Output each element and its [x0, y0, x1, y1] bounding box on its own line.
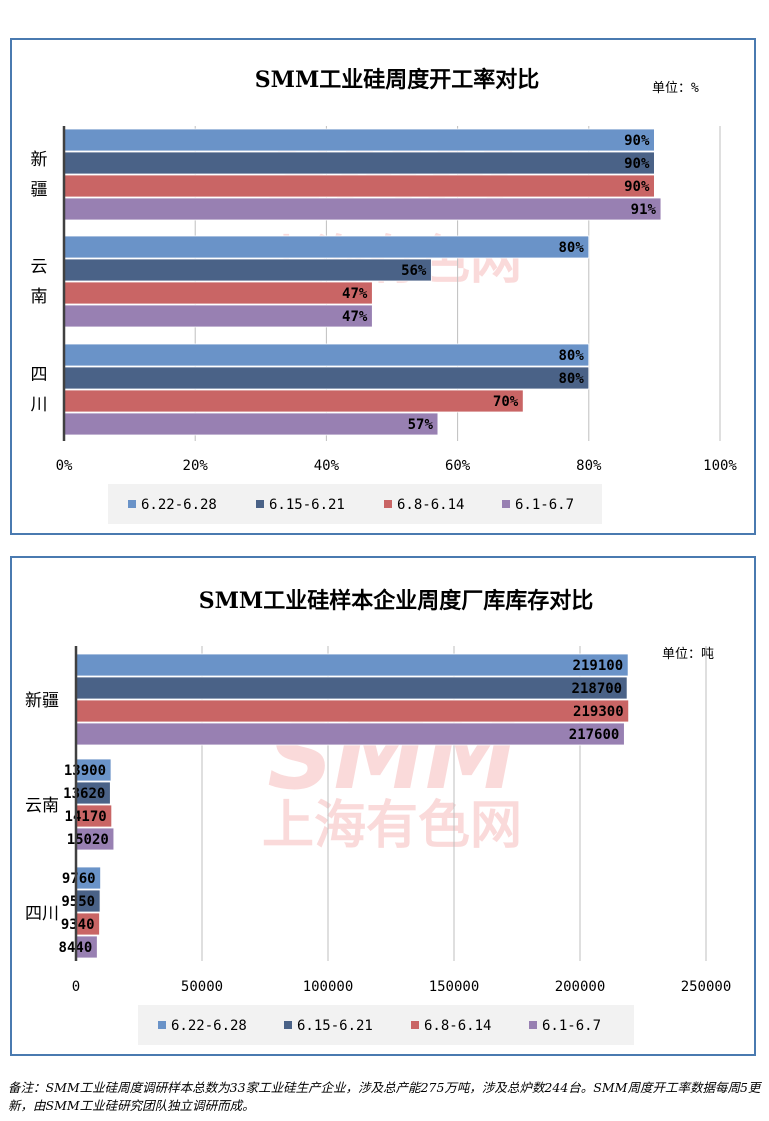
inventory-chart: SMM上海有色网SMM工业硅样本企业周度厂库库存对比单位：吨2191002187…: [25, 588, 732, 1045]
data-label: 90%: [624, 133, 650, 149]
legend-label: 6.22-6.28: [141, 497, 217, 513]
data-label: 57%: [408, 417, 434, 433]
bar-util-2-2: [63, 389, 524, 413]
bar-util-1-1: [63, 258, 432, 282]
data-label: 13620: [63, 786, 105, 802]
x-tick-label: 50000: [181, 979, 223, 995]
data-label: 91%: [631, 202, 657, 218]
data-label: 9340: [61, 917, 95, 933]
data-label: 80%: [559, 240, 585, 256]
x-tick-label: 100%: [703, 458, 737, 474]
bar-util-0-1: [63, 151, 655, 175]
legend-swatch: [284, 1021, 292, 1029]
utilization-chart-panel: SMM上海有色网SMM工业硅周度开工率对比单位：%90%90%90%91%新疆8…: [10, 38, 756, 535]
bar-util-2-3: [63, 412, 439, 436]
data-label: 9760: [62, 871, 96, 887]
category-label: 云南: [25, 796, 59, 816]
x-tick-label: 60%: [445, 458, 471, 474]
category-label: 四川: [25, 904, 59, 924]
legend-swatch: [256, 500, 264, 508]
data-label: 219100: [573, 658, 624, 674]
bar-inv-0-3: [75, 722, 625, 746]
legend-swatch: [411, 1021, 419, 1029]
x-tick-label: 20%: [183, 458, 209, 474]
legend-swatch: [529, 1021, 537, 1029]
legend-label: 6.8-6.14: [397, 497, 464, 513]
data-label: 80%: [559, 348, 585, 364]
bar-util-2-1: [63, 366, 590, 390]
legend-label: 6.8-6.14: [424, 1018, 491, 1034]
bar-util-1-3: [63, 304, 373, 328]
legend-label: 6.22-6.28: [171, 1018, 247, 1034]
legend-box: [138, 1005, 634, 1045]
footnote: 备注：SMM工业硅周度调研样本总数为33家工业硅生产企业，涉及总产能275万吨，…: [8, 1080, 761, 1113]
watermark-brand-text: 上海有色网: [262, 796, 522, 856]
data-label: 70%: [493, 394, 519, 410]
bar-inv-0-0: [75, 653, 629, 677]
legend-swatch: [158, 1021, 166, 1029]
data-label: 56%: [401, 263, 427, 279]
category-label: 川: [31, 395, 48, 415]
unit-label: 单位：%: [652, 81, 699, 96]
data-label: 13900: [64, 763, 106, 779]
x-tick-label: 100000: [303, 979, 354, 995]
bar-inv-0-1: [75, 676, 628, 700]
data-label: 219300: [573, 704, 624, 720]
data-label: 217600: [569, 727, 620, 743]
bar-util-1-2: [63, 281, 373, 305]
bar-util-0-2: [63, 174, 655, 198]
x-tick-label: 80%: [576, 458, 602, 474]
inventory-chart-panel: SMM 上海有色网 SMM工业硅样本企业周度厂库库存对比 单位：吨 219100 2187…: [10, 556, 756, 1056]
bar-util-0-3: [63, 197, 662, 221]
x-tick-label: 40%: [314, 458, 340, 474]
legend-swatch: [128, 500, 136, 508]
x-tick-label: 150000: [429, 979, 480, 995]
legend-swatch: [502, 500, 510, 508]
category-label: 云: [31, 257, 48, 277]
bar-inv-0-2: [75, 699, 630, 723]
data-label: 9550: [61, 894, 95, 910]
x-tick-label: 250000: [681, 979, 732, 995]
data-label: 90%: [624, 156, 650, 172]
category-label: 新疆: [25, 691, 59, 711]
x-tick-label: 0: [72, 979, 80, 995]
data-label: 47%: [342, 286, 368, 302]
chart-title: SMM工业硅周度开工率对比: [255, 67, 540, 93]
legend-label: 6.15-6.21: [269, 497, 345, 513]
bar-util-1-0: [63, 235, 590, 259]
legend-label: 6.1-6.7: [515, 497, 574, 513]
legend-swatch: [384, 500, 392, 508]
data-label: 47%: [342, 309, 368, 325]
bar-util-0-0: [63, 128, 655, 152]
data-label: 14170: [65, 809, 107, 825]
legend-label: 6.1-6.7: [542, 1018, 601, 1034]
data-label: 80%: [559, 371, 585, 387]
data-label: 218700: [572, 681, 623, 697]
category-label: 四: [31, 365, 48, 385]
category-label: 疆: [31, 180, 48, 200]
x-tick-label: 0%: [56, 458, 73, 474]
unit-label: 单位：吨: [662, 647, 714, 662]
legend-label: 6.15-6.21: [297, 1018, 373, 1034]
x-tick-label: 200000: [555, 979, 606, 995]
legend-box: [108, 484, 602, 524]
data-label: 15020: [67, 832, 109, 848]
utilization-chart: SMM上海有色网SMM工业硅周度开工率对比单位：%90%90%90%91%新疆8…: [31, 67, 737, 524]
data-label: 90%: [624, 179, 650, 195]
bar-util-2-0: [63, 343, 590, 367]
category-label: 新: [31, 150, 48, 170]
chart-title: SMM工业硅样本企业周度厂库库存对比: [199, 588, 594, 614]
category-label: 南: [31, 287, 48, 307]
